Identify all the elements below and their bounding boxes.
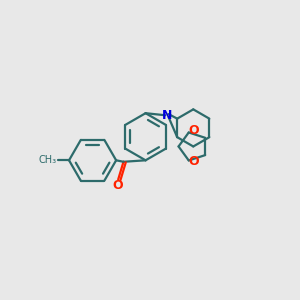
- Text: N: N: [162, 109, 172, 122]
- Text: O: O: [112, 179, 123, 192]
- Text: O: O: [189, 124, 199, 137]
- Text: CH₃: CH₃: [38, 155, 56, 165]
- Text: O: O: [189, 155, 199, 168]
